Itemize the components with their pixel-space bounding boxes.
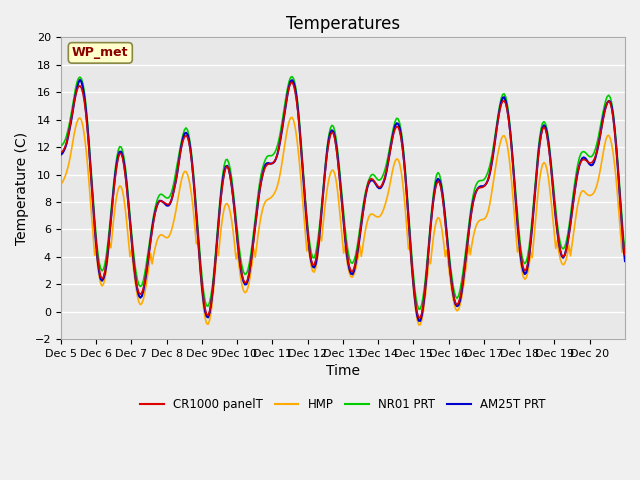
Title: Temperatures: Temperatures [286, 15, 400, 33]
X-axis label: Time: Time [326, 364, 360, 378]
Y-axis label: Temperature (C): Temperature (C) [15, 132, 29, 245]
Text: WP_met: WP_met [72, 47, 129, 60]
Legend: CR1000 panelT, HMP, NR01 PRT, AM25T PRT: CR1000 panelT, HMP, NR01 PRT, AM25T PRT [135, 393, 550, 416]
